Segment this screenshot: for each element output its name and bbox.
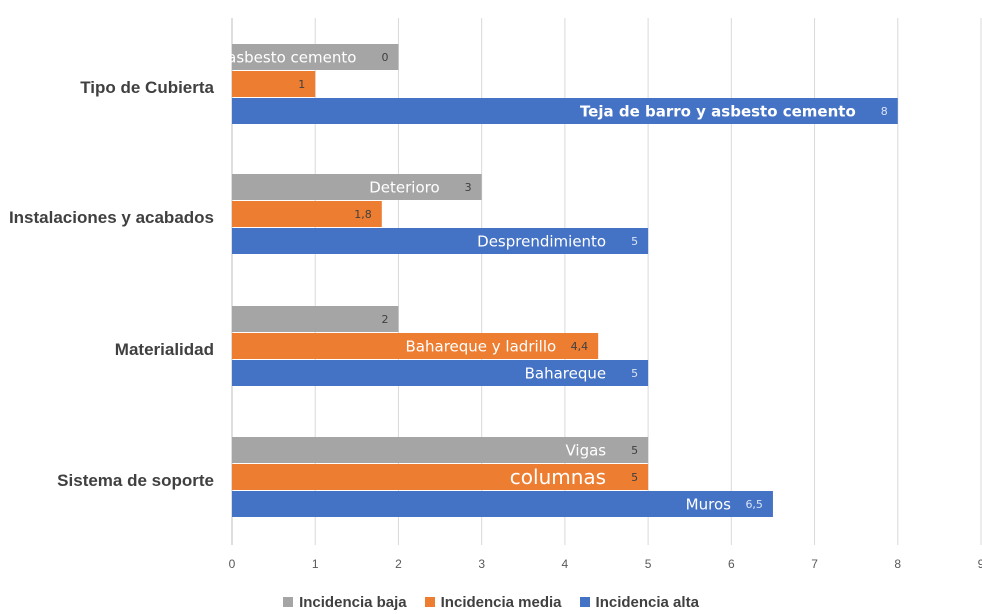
data-label: 0 [381,51,388,64]
data-label: 8 [881,105,888,118]
bar [232,201,382,227]
legend-swatch [424,597,435,607]
data-label: 1,8 [354,208,372,221]
bar-text-label: Bahareque y ladrillo [406,337,557,355]
chart-legend: Incidencia baja Incidencia media Incidenci… [0,590,982,614]
x-tick-label: 3 [478,557,485,571]
bar [232,306,399,332]
data-label: 4,4 [571,340,589,353]
legend-label: Incidencia media [440,593,562,611]
x-tick-label: 8 [894,557,901,571]
legend-item: Incidencia alta [579,593,699,611]
x-tick-label: 5 [645,557,652,571]
x-tick-label: 0 [229,557,236,571]
x-tick-label: 6 [728,557,735,571]
x-tick-label: 7 [811,557,818,571]
bar [232,464,649,490]
legend-swatch [283,597,294,607]
legend-label: Incidencia baja [299,593,407,611]
data-label: 1 [298,78,305,91]
x-tick-label: 2 [395,557,402,571]
bar-text-label: Muros [686,495,731,513]
bar [232,360,649,386]
bar-text-label: Desprendimiento [477,232,606,250]
bar [232,333,599,359]
data-label: 5 [631,471,638,484]
bar [232,174,482,200]
data-label: 6,5 [745,498,763,511]
data-label: 5 [631,444,638,457]
category-label: Sistema de soporte [57,471,214,490]
x-tick-label: 9 [978,557,982,571]
bar [232,228,649,254]
bar-text-label: Bahareque [525,364,607,382]
bar [232,44,399,70]
data-label: 5 [631,367,638,380]
category-label: Instalaciones y acabados [9,208,214,227]
legend-swatch [579,597,590,607]
x-tick-label: 4 [562,557,569,571]
legend-item: Incidencia media [424,593,562,611]
data-label: 5 [631,235,638,248]
bar-text-label: Teja de barro y asbesto cemento [580,102,856,120]
data-label: 2 [381,313,388,326]
x-tick-label: 1 [312,557,319,571]
bar [232,437,649,463]
legend-label: Incidencia alta [595,593,699,611]
category-label: Tipo de Cubierta [80,78,214,97]
bar-text-label: Teja de asbesto cemento [169,48,357,66]
bar-text-label: columnas [510,465,606,489]
bar [232,98,898,124]
data-label: 3 [465,181,472,194]
bar-text-label: Vigas [565,441,606,459]
bar [232,491,773,517]
legend-item: Incidencia baja [283,594,407,611]
bar-chart: 0 1 2 3 4 5 6 7 8 9 Tipo de Cubierta Instalaciones … [9,18,982,571]
bar-text-label: Deterioro [369,178,439,196]
category-label: Materialidad [115,340,214,359]
bar [232,71,316,97]
